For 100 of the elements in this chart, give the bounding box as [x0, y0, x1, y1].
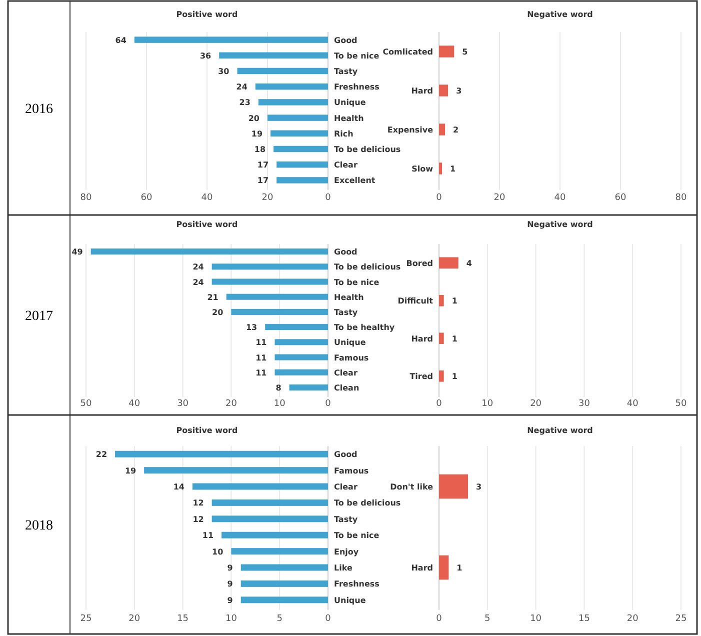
bar — [289, 384, 328, 390]
data-label: 30 — [218, 67, 230, 76]
data-label: 24 — [236, 82, 248, 92]
y-tick-label: To be delicious — [334, 262, 401, 272]
bar — [268, 114, 328, 121]
y-tick-label: Good — [334, 248, 358, 257]
data-label: 14 — [173, 482, 185, 492]
data-label: 5 — [462, 48, 468, 56]
data-label: 1 — [452, 296, 458, 306]
x-tick-label: 30 — [177, 399, 189, 409]
y-tick-label: Health — [334, 292, 364, 302]
y-tick-label: Comlicated — [382, 48, 434, 56]
x-tick-label: 5 — [484, 614, 490, 624]
data-label: 17 — [257, 176, 269, 186]
bar — [212, 516, 328, 522]
y-tick-label: Unique — [334, 596, 366, 605]
y-tick-label: Tasty — [334, 308, 358, 317]
y-tick-label: To be delicious — [334, 498, 401, 508]
x-tick-label: 20 — [494, 193, 506, 203]
bar — [265, 324, 328, 330]
y-tick-label: Rich — [334, 129, 354, 138]
x-tick-label: 5 — [276, 614, 282, 624]
x-tick-label: 0 — [436, 399, 442, 409]
y-tick-label: Clear — [334, 160, 358, 170]
x-tick-label: 20 — [626, 614, 639, 624]
data-label: 22 — [96, 450, 108, 460]
bar — [219, 52, 328, 59]
bar — [270, 130, 328, 137]
x-tick-label: 50 — [80, 399, 92, 409]
y-tick-label: Clean — [334, 383, 360, 392]
x-tick-label: 40 — [128, 399, 140, 409]
x-tick-label: 0 — [325, 614, 332, 624]
bar — [439, 162, 442, 174]
x-tick-label: 0 — [325, 193, 332, 203]
data-label: 21 — [207, 292, 219, 302]
data-label: 19 — [124, 466, 137, 476]
chart-title: Negative word — [527, 220, 594, 229]
x-tick-label: 20 — [225, 399, 238, 409]
data-label: 1 — [452, 372, 458, 382]
x-tick-label: 60 — [614, 193, 626, 203]
y-tick-label: Expensive — [387, 126, 434, 134]
y-tick-label: Tasty — [334, 67, 358, 76]
bar — [144, 467, 328, 474]
x-tick-label: 40 — [554, 193, 566, 203]
y-tick-label: Unique — [334, 98, 366, 108]
y-tick-label: Clear — [334, 368, 358, 378]
data-label: 1 — [456, 564, 463, 572]
bar — [439, 46, 454, 58]
text: 2017 — [25, 309, 53, 324]
data-label: 23 — [239, 98, 250, 108]
data-label: 9 — [227, 596, 234, 605]
x-tick-label: 0 — [436, 193, 442, 203]
x-tick-label: 10 — [482, 399, 494, 409]
x-tick-label: 30 — [578, 399, 590, 409]
x-tick-label: 0 — [325, 399, 332, 409]
bar — [192, 483, 328, 490]
y-tick-label: Don't like — [390, 482, 434, 492]
x-tick-label: 10 — [274, 399, 286, 409]
y-tick-label: Good — [334, 450, 358, 460]
data-label: 11 — [256, 368, 268, 378]
data-label: 2 — [453, 126, 459, 134]
data-label: 13 — [246, 323, 258, 332]
bar — [231, 548, 328, 555]
bar — [231, 308, 328, 315]
y-tick-label: Hard — [411, 334, 434, 344]
bar — [274, 339, 328, 346]
bar — [240, 564, 328, 571]
data-label: 36 — [200, 51, 212, 60]
bar — [258, 99, 328, 106]
chart-title: Negative word — [527, 426, 594, 435]
y-tick-label: To be delicious — [334, 145, 401, 154]
x-tick-label: 20 — [530, 399, 542, 409]
x-tick-label: 25 — [80, 614, 92, 624]
data-label: 12 — [192, 514, 204, 524]
data-label: 11 — [256, 338, 268, 348]
bar — [439, 124, 446, 136]
x-tick-label: 10 — [225, 614, 238, 624]
data-label: 1 — [450, 164, 456, 174]
y-tick-label: To be nice — [334, 51, 380, 60]
bar — [212, 264, 328, 270]
bar — [134, 36, 328, 43]
bar — [240, 580, 328, 587]
y-tick-label: Excellent — [334, 176, 376, 186]
x-tick-label: 20 — [128, 614, 140, 624]
data-label: 8 — [276, 383, 282, 392]
y-tick-label: Like — [334, 564, 353, 572]
data-label: 24 — [192, 262, 204, 272]
x-tick-label: 20 — [262, 193, 274, 203]
y-tick-label: Bored — [406, 258, 434, 268]
x-tick-label: 0 — [436, 614, 442, 624]
data-label: 9 — [227, 564, 234, 572]
x-tick-label: 40 — [626, 399, 639, 409]
bar — [276, 161, 328, 168]
data-label: 3 — [456, 86, 462, 96]
data-label: 17 — [257, 160, 269, 170]
y-tick-label: Famous — [334, 353, 369, 362]
bar — [439, 84, 448, 96]
bar — [276, 177, 328, 184]
data-label: 11 — [256, 353, 268, 362]
data-label: 9 — [227, 580, 234, 589]
